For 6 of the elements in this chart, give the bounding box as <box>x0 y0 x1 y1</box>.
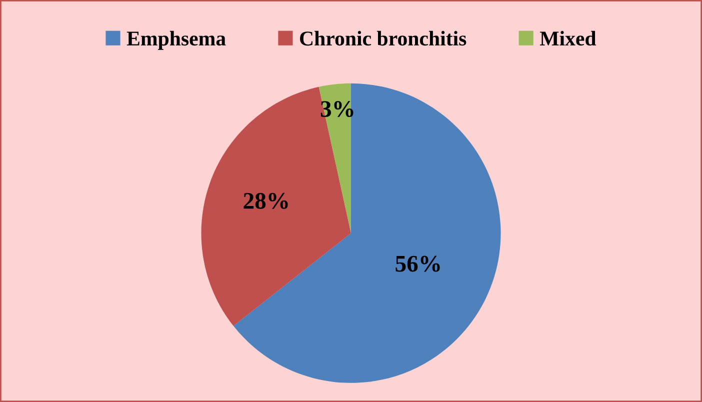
data-label: 28% <box>244 192 288 209</box>
legend-label: Emphsema <box>126 30 226 50</box>
data-label: 56% <box>396 256 440 272</box>
legend-label: Chronic bronchitis <box>300 30 466 46</box>
pie-slice <box>233 83 501 383</box>
legend-label: Mixed <box>540 30 596 46</box>
